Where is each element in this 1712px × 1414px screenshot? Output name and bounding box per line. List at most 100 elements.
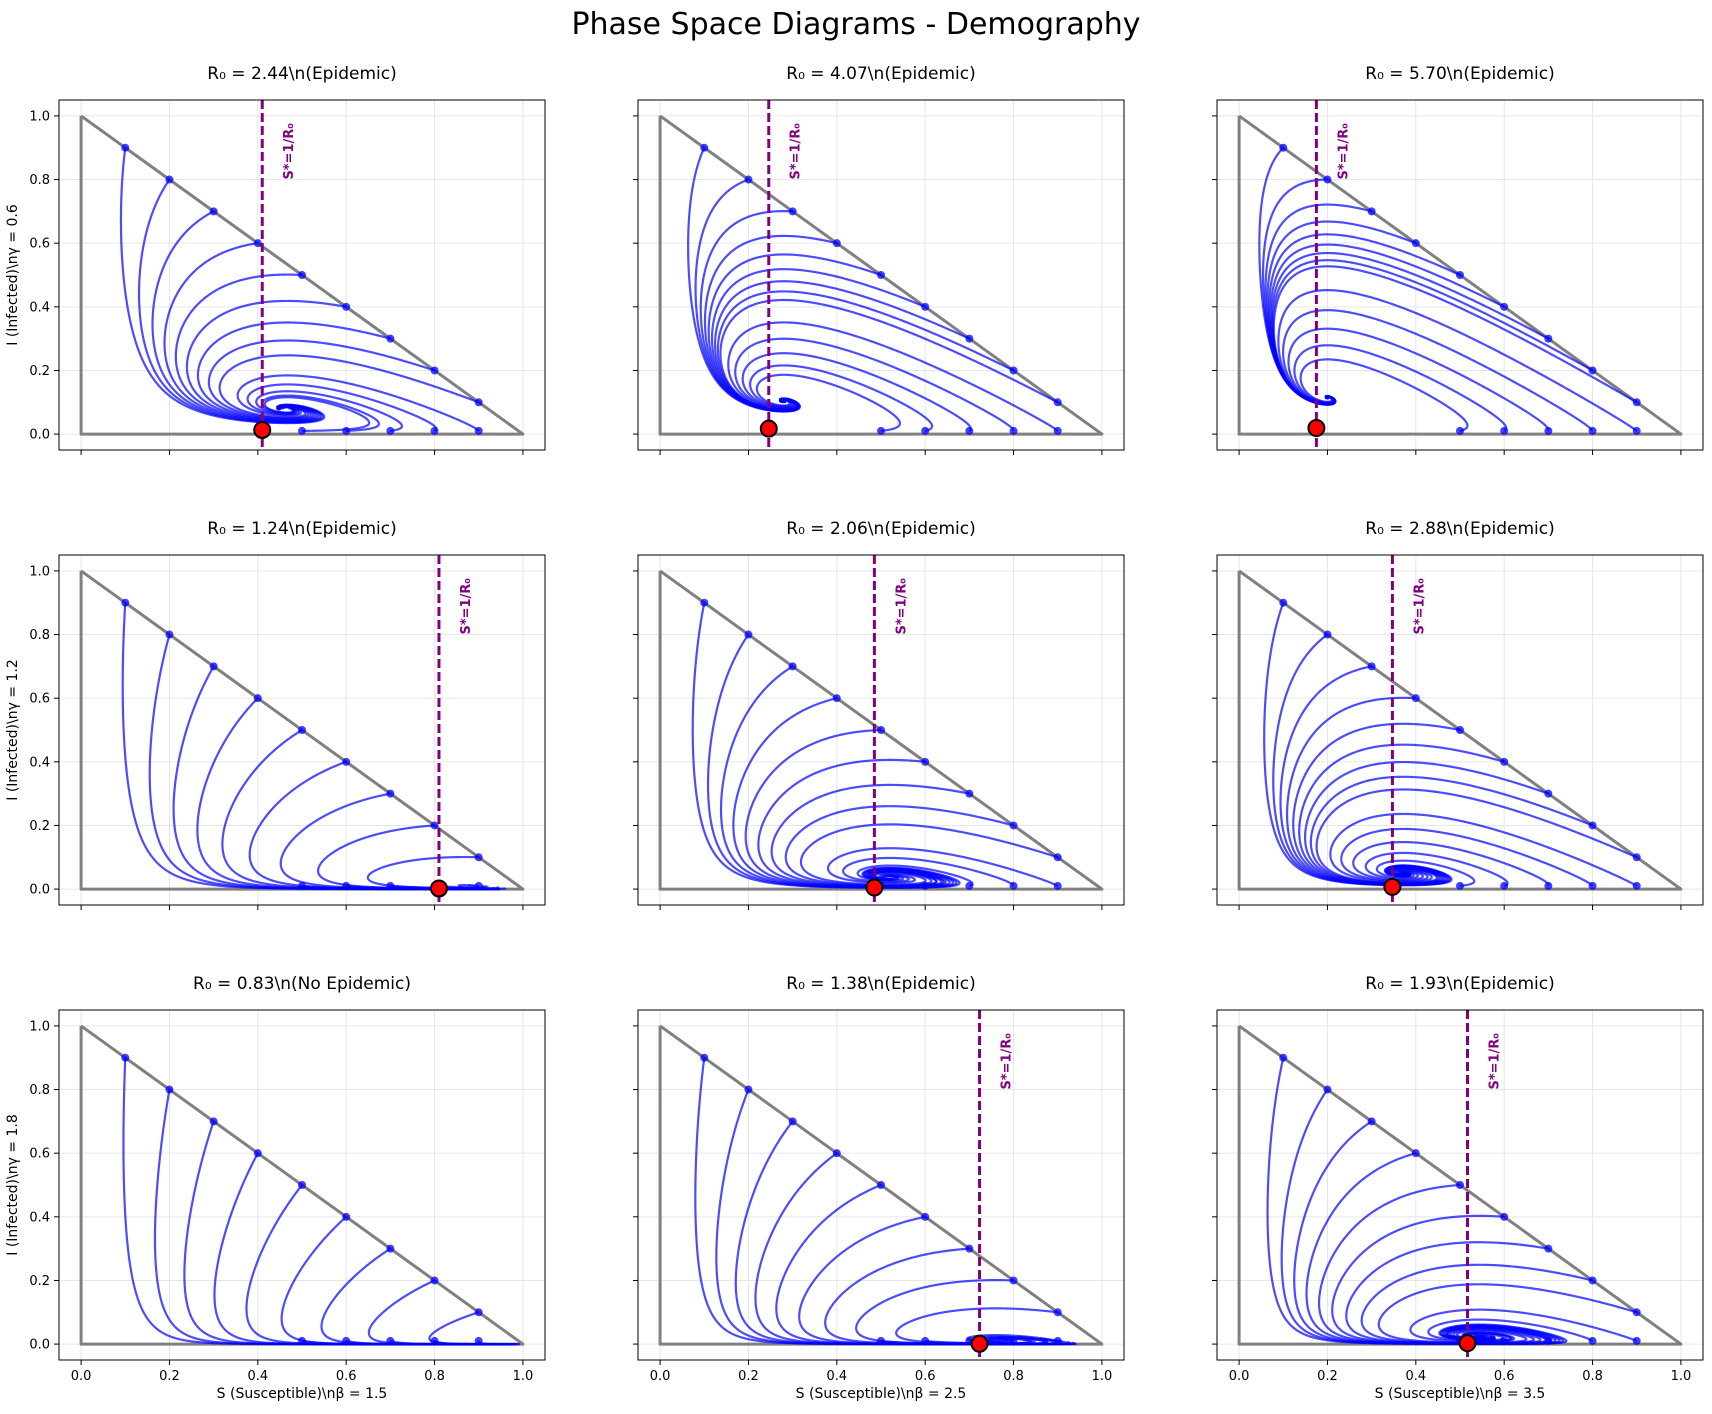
panel-5: S*=1/R₀ R₀ = 2.06\n(Epidemic) <box>633 519 1125 910</box>
initial-point <box>1053 1308 1062 1317</box>
initial-point <box>788 662 797 671</box>
axes-frame <box>58 1009 546 1361</box>
plot-area <box>79 1024 525 1346</box>
initial-point <box>474 881 483 890</box>
x-tick-label: 1.0 <box>1671 1369 1692 1384</box>
initial-point <box>474 1336 483 1345</box>
initial-point <box>1053 1336 1062 1345</box>
initial-point <box>921 757 930 766</box>
initial-point <box>700 143 709 152</box>
threshold-label: S*=1/R₀ <box>1336 123 1351 180</box>
initial-point <box>298 881 306 890</box>
panel-1: S*=1/R₀ 0.0 0.2 0.4 0.6 0.8 1.0 R₀ = 2.44\n(Epi… <box>5 64 546 455</box>
y-tick-label: 0.8 <box>29 628 50 643</box>
initial-point <box>121 598 130 607</box>
initial-point <box>1009 1336 1018 1345</box>
figure-title: Phase Space Diagrams - Demography <box>571 7 1140 42</box>
initial-point <box>386 334 395 343</box>
initial-point <box>430 1336 439 1345</box>
plot-area: S*=1/R₀ <box>79 555 525 905</box>
y-axis-label: I (Infected)\nγ = 1.8 <box>5 1114 21 1256</box>
x-tick-label: 0.6 <box>336 1369 357 1384</box>
initial-point <box>744 630 753 639</box>
y-tick-label: 0.2 <box>29 1274 50 1289</box>
x-axis-label: S (Susceptible)\nβ = 1.5 <box>217 1386 388 1402</box>
panel-9: S*=1/R₀ 0.0 0.2 0.4 0.6 0.8 1.0 R₀ = 1.93\n(Epi… <box>1212 974 1704 1402</box>
initial-point <box>1367 662 1376 671</box>
initial-point <box>1456 881 1464 890</box>
initial-point <box>788 1117 797 1126</box>
endemic-equilibrium-point <box>1383 877 1402 896</box>
initial-point <box>253 694 262 703</box>
initial-point <box>744 1085 753 1094</box>
initial-point <box>1544 789 1553 798</box>
y-tick-label: 0.6 <box>29 1147 50 1162</box>
endemic-equilibrium-point <box>970 1334 989 1353</box>
trajectory <box>727 321 1059 432</box>
initial-point <box>1411 239 1420 248</box>
initial-point <box>1053 881 1062 890</box>
endemic-equilibrium-point <box>429 879 448 898</box>
initial-point <box>1009 821 1018 830</box>
initial-point <box>877 426 885 435</box>
y-tick-label: 0.0 <box>29 883 50 898</box>
initial-point <box>1411 1149 1420 1158</box>
y-tick-label: 1.0 <box>29 1019 50 1034</box>
initial-point <box>921 426 930 435</box>
initial-point <box>298 1336 306 1345</box>
panel-title: R₀ = 4.07\n(Epidemic) <box>786 64 975 84</box>
initial-point <box>474 853 483 862</box>
grid <box>1217 555 1703 905</box>
y-tick-label: 0.2 <box>29 364 50 379</box>
x-tick-label: 0.2 <box>738 1369 759 1384</box>
initial-point <box>1544 334 1553 343</box>
initial-point <box>1323 630 1332 639</box>
initial-point <box>788 207 797 216</box>
x-tick-label: 0.4 <box>826 1369 847 1384</box>
panel-7: 0.0 0.2 0.4 0.6 0.8 1.0 0.0 0.2 0.4 0.6 0.8 1.0 R₀ =… <box>5 974 546 1402</box>
trajectory <box>246 383 438 432</box>
threshold-label: S*=1/R₀ <box>282 123 297 180</box>
endemic-equilibrium-point <box>1307 419 1326 438</box>
initial-point <box>1588 1276 1597 1285</box>
x-tick-label: 0.6 <box>1494 1369 1515 1384</box>
initial-point <box>253 239 262 248</box>
initial-point <box>1588 821 1597 830</box>
trajectory <box>457 884 480 888</box>
initial-point <box>1588 426 1597 435</box>
initial-point <box>1456 1181 1464 1189</box>
initial-point <box>965 881 974 890</box>
initial-point <box>1279 1053 1288 1062</box>
initial-point <box>921 302 930 311</box>
panel-title: R₀ = 5.70\n(Epidemic) <box>1365 64 1554 84</box>
x-tick-label: 0.8 <box>1003 1369 1024 1384</box>
initial-point <box>1456 271 1464 279</box>
threshold-label: S*=1/R₀ <box>789 123 804 180</box>
grid <box>59 555 545 905</box>
x-tick-label: 0.6 <box>915 1369 936 1384</box>
initial-point <box>877 1336 885 1345</box>
initial-point <box>965 334 974 343</box>
initial-point <box>877 271 885 279</box>
initial-point <box>474 1308 483 1317</box>
initial-point <box>1323 1085 1332 1094</box>
y-tick-label: 0.2 <box>29 819 50 834</box>
plot-area: S*=1/R₀ <box>1237 555 1683 905</box>
initial-point <box>1500 881 1509 890</box>
plot-area: S*=1/R₀ <box>1237 1010 1683 1360</box>
initial-point <box>430 1276 439 1285</box>
initial-point <box>1009 426 1018 435</box>
initial-point <box>386 1244 395 1253</box>
threshold-label: S*=1/R₀ <box>894 578 909 635</box>
endemic-equilibrium-point <box>1458 1334 1477 1353</box>
threshold-label: S*=1/R₀ <box>1412 578 1427 635</box>
trajectory <box>390 884 489 890</box>
axes-frame <box>1216 99 1704 451</box>
initial-point <box>386 789 395 798</box>
initial-point <box>700 1053 709 1062</box>
initial-point <box>1588 366 1597 375</box>
initial-point <box>832 694 841 703</box>
initial-point <box>1009 1276 1018 1285</box>
initial-point <box>165 630 174 639</box>
